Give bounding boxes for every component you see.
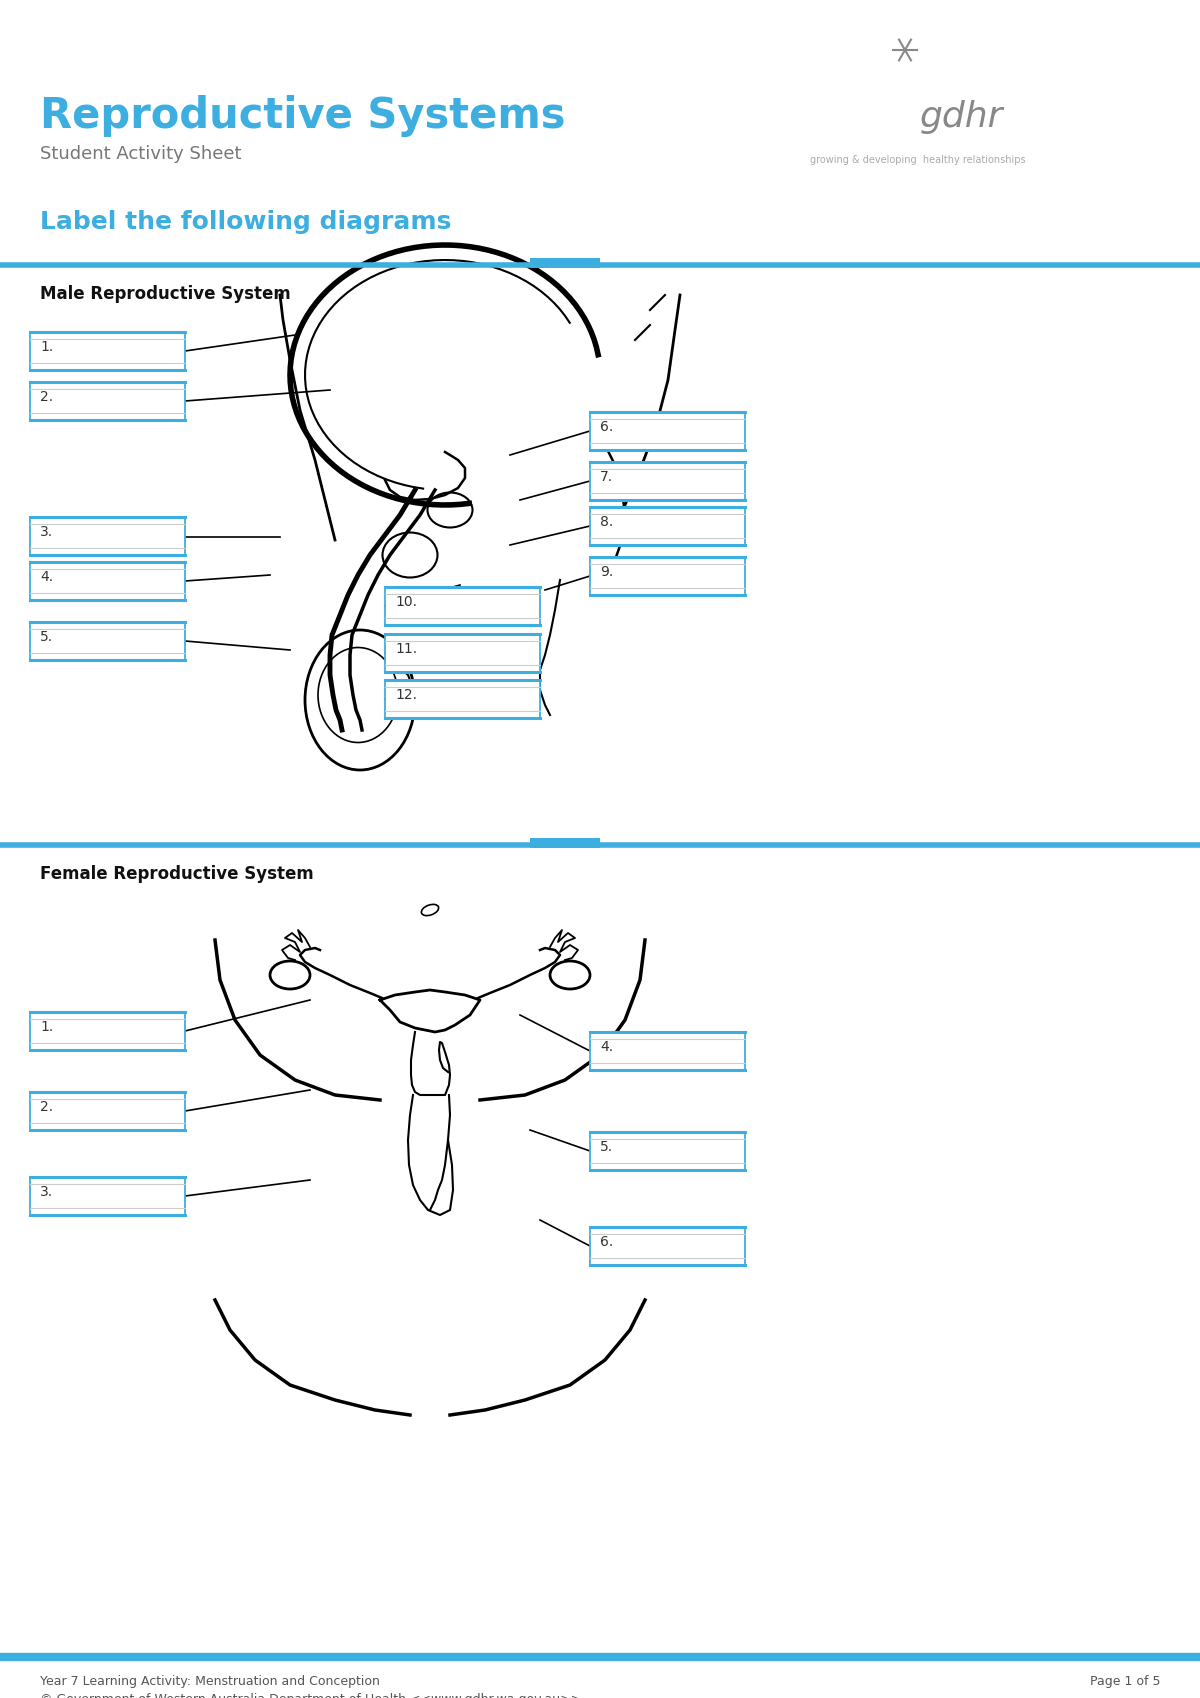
FancyBboxPatch shape <box>30 1092 185 1129</box>
Text: 1.: 1. <box>40 1020 53 1034</box>
FancyBboxPatch shape <box>30 1177 185 1216</box>
FancyBboxPatch shape <box>30 516 185 555</box>
FancyBboxPatch shape <box>30 562 185 599</box>
FancyBboxPatch shape <box>590 1133 745 1170</box>
Text: 9.: 9. <box>600 565 613 579</box>
FancyBboxPatch shape <box>30 382 185 419</box>
FancyBboxPatch shape <box>590 508 745 545</box>
Text: gdhr: gdhr <box>920 100 1003 134</box>
Text: 7.: 7. <box>600 470 613 484</box>
Text: Male Reproductive System: Male Reproductive System <box>40 285 290 302</box>
Text: 5.: 5. <box>40 630 53 644</box>
Text: Reproductive Systems: Reproductive Systems <box>40 95 565 138</box>
Text: 1.: 1. <box>40 340 53 353</box>
FancyBboxPatch shape <box>385 633 540 672</box>
Text: 6.: 6. <box>600 1234 613 1250</box>
FancyBboxPatch shape <box>385 679 540 718</box>
Text: 5.: 5. <box>600 1139 613 1155</box>
Text: 12.: 12. <box>395 688 418 701</box>
Text: 2.: 2. <box>40 391 53 404</box>
Text: Label the following diagrams: Label the following diagrams <box>40 211 451 234</box>
FancyBboxPatch shape <box>385 588 540 625</box>
Text: © Government of Western Australia Department of Health <<www.gdhr.wa.gov.au>>: © Government of Western Australia Depart… <box>40 1693 581 1698</box>
FancyBboxPatch shape <box>30 621 185 661</box>
Text: 4.: 4. <box>40 571 53 584</box>
FancyBboxPatch shape <box>590 1228 745 1265</box>
Polygon shape <box>380 990 480 1032</box>
Text: 6.: 6. <box>600 419 613 435</box>
Text: 8.: 8. <box>600 514 613 530</box>
Text: 3.: 3. <box>40 525 53 538</box>
Text: Year 7 Learning Activity: Menstruation and Conception: Year 7 Learning Activity: Menstruation a… <box>40 1674 380 1688</box>
Text: 11.: 11. <box>395 642 418 655</box>
Bar <box>530 258 600 268</box>
FancyBboxPatch shape <box>590 1032 745 1070</box>
Text: Student Activity Sheet: Student Activity Sheet <box>40 144 241 163</box>
Text: 4.: 4. <box>600 1039 613 1054</box>
FancyBboxPatch shape <box>30 1012 185 1049</box>
Text: Female Reproductive System: Female Reproductive System <box>40 864 313 883</box>
Text: 10.: 10. <box>395 594 418 610</box>
Text: 2.: 2. <box>40 1100 53 1114</box>
FancyBboxPatch shape <box>590 557 745 594</box>
FancyBboxPatch shape <box>30 333 185 370</box>
Text: Page 1 of 5: Page 1 of 5 <box>1090 1674 1160 1688</box>
Text: 3.: 3. <box>40 1185 53 1199</box>
FancyBboxPatch shape <box>590 462 745 499</box>
Text: growing & developing  healthy relationships: growing & developing healthy relationshi… <box>810 155 1026 165</box>
FancyBboxPatch shape <box>590 413 745 450</box>
Bar <box>530 839 600 847</box>
